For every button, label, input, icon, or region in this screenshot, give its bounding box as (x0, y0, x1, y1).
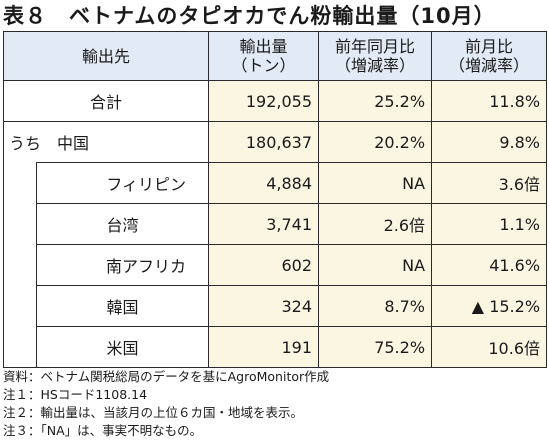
header-mom: 前月比 （増減率） (431, 31, 548, 81)
row-label: うち 中国 (2, 121, 210, 163)
row-label: 米国 (35, 326, 210, 368)
cell-yoy: NA (318, 162, 433, 204)
table-row: うち 中国 180,637 20.2% 9.8% (2, 121, 548, 163)
footnote: 注２：輸出量は、当該月の上位６カ国・地域を表示。 (3, 405, 304, 420)
header-yoy-line2: （増減率） (335, 56, 416, 75)
cell-volume: 324 (208, 285, 320, 327)
header-yoy-line1: 前年同月比 (335, 37, 416, 56)
header-volume-line2: （トン） (231, 56, 296, 75)
footnote: 注３：「NA」は、事実不明なもの。 (3, 423, 203, 438)
header-yoy: 前年同月比 （増減率） (318, 31, 433, 81)
cell-yoy: 20.2% (318, 121, 433, 163)
header-mom-line1: 前月比 (465, 37, 514, 56)
table-row: フィリピン 4,884 NA 3.6倍 (3, 162, 548, 204)
cell-yoy: 2.6倍 (318, 203, 433, 245)
cell-volume: 192,055 (208, 80, 320, 122)
cell-mom: 11.8% (431, 80, 548, 122)
indent-cell (3, 285, 37, 327)
indent-cell (3, 326, 37, 368)
indent-cell (3, 162, 37, 204)
cell-mom: ▲ 15.2% (431, 285, 548, 327)
cell-volume: 180,637 (208, 121, 320, 163)
table-row: 米国 191 75.2% 10.6倍 (3, 326, 548, 368)
cell-yoy: 8.7% (318, 285, 433, 327)
footnote: 注１：HSコード1108.14 (3, 387, 148, 402)
row-label: 台湾 (35, 203, 210, 245)
cell-volume: 602 (208, 244, 320, 286)
indent-cell (3, 203, 37, 245)
table-row: 南アフリカ 602 NA 41.6% (3, 244, 548, 286)
cell-yoy: NA (318, 244, 433, 286)
cell-mom: 41.6% (431, 244, 548, 286)
table-row: 韓国 324 8.7% ▲ 15.2% (3, 285, 548, 327)
footnotes: 資料：ベトナム関税総局のデータを基にAgroMonitor作成 注１：HSコード… (3, 368, 329, 440)
cell-mom: 10.6倍 (431, 326, 548, 368)
table-row: 台湾 3,741 2.6倍 1.1% (3, 203, 548, 245)
row-label: 合計 (2, 80, 210, 122)
cell-volume: 4,884 (208, 162, 320, 204)
cell-mom: 1.1% (431, 203, 548, 245)
header-mom-line2: （増減率） (449, 56, 530, 75)
source-note: 資料：ベトナム関税総局のデータを基にAgroMonitor作成 (3, 369, 330, 384)
row-label: フィリピン (35, 162, 210, 204)
cell-volume: 3,741 (208, 203, 320, 245)
table-row-total: 合計 192,055 25.2% 11.8% (2, 80, 548, 122)
cell-mom: 9.8% (431, 121, 548, 163)
cell-yoy: 75.2% (318, 326, 433, 368)
cell-yoy: 25.2% (318, 80, 433, 122)
header-destination: 輸出先 (2, 31, 210, 81)
row-label: 韓国 (35, 285, 210, 327)
row-label: 南アフリカ (35, 244, 210, 286)
cell-mom: 3.6倍 (431, 162, 548, 204)
indent-cell (3, 244, 37, 286)
export-volume-table: 輸出先 輸出量 （トン） 前年同月比 （増減率） 前月比 （増減率） 合計 192,0… (2, 31, 548, 368)
table-header-row: 輸出先 輸出量 （トン） 前年同月比 （増減率） 前月比 （増減率） (2, 31, 548, 81)
table-title: 表８ ベトナムのタピオカでん粉輸出量（10月） (3, 4, 496, 28)
header-volume: 輸出量 （トン） (208, 31, 320, 81)
cell-volume: 191 (208, 326, 320, 368)
header-volume-line1: 輸出量 (239, 37, 288, 56)
